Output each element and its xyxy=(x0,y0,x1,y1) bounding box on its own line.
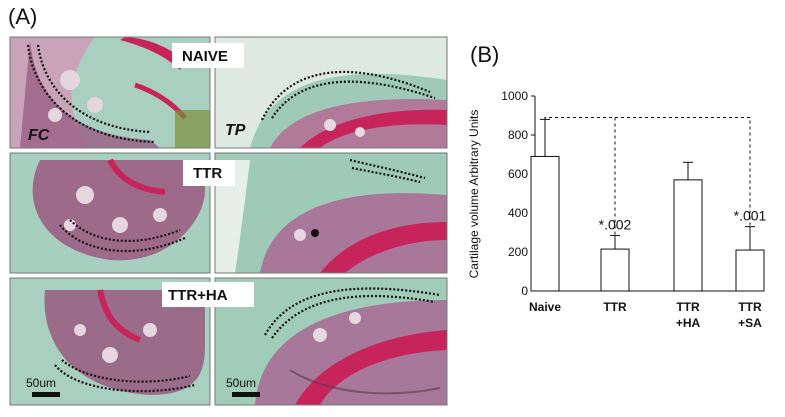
scale-label: 50um xyxy=(26,376,56,390)
tile-border xyxy=(9,152,211,274)
region-label-fc: FC xyxy=(28,127,50,144)
region-label-tp: TP xyxy=(225,122,246,139)
x-category-label: +SA xyxy=(738,316,762,330)
scale-label: 50um xyxy=(226,376,256,390)
row-label-ttr-ha: TTR+HA xyxy=(168,287,228,304)
x-category-label: TTR xyxy=(738,300,762,314)
y-axis-label: Cartilage volume Arbitrary Units xyxy=(467,110,481,279)
scale-bar xyxy=(232,392,260,397)
micrograph-ttr-fc xyxy=(10,153,210,273)
tile-border xyxy=(214,36,448,149)
row-label-ttr: TTR xyxy=(193,165,222,182)
y-tick-label: 1000 xyxy=(501,89,528,103)
row-label-box xyxy=(162,282,254,307)
tile-border xyxy=(214,152,448,274)
x-category-label: TTR xyxy=(603,300,627,314)
p-value-label: *.001 xyxy=(734,208,767,224)
micrograph-naive-fc: FC xyxy=(10,37,210,148)
x-category-label: +HA xyxy=(676,316,701,330)
comparison-bracket xyxy=(544,116,751,250)
y-tick-label: 400 xyxy=(508,206,528,220)
bar xyxy=(673,179,703,292)
y-tick-label: 200 xyxy=(508,245,528,259)
panel-b-letter: (B) xyxy=(470,42,500,67)
y-tick-label: 0 xyxy=(521,284,528,298)
scale-bar xyxy=(32,392,60,397)
bar-chart: Cartilage volume Arbitrary Units 0 200 400… xyxy=(467,89,767,330)
y-tick-label: 600 xyxy=(508,167,528,181)
p-value-label: *.002 xyxy=(599,216,632,232)
histology-panel: FC TP xyxy=(9,36,448,406)
bar xyxy=(735,249,765,292)
row-label-box xyxy=(183,160,235,186)
x-category-label: Naive xyxy=(529,300,561,314)
bar xyxy=(600,248,630,292)
row-label-box xyxy=(172,43,244,68)
y-tick-label: 800 xyxy=(508,128,528,142)
panel-a-letter: (A) xyxy=(8,4,38,29)
tile-border xyxy=(214,277,448,406)
micrograph-ttr-tp xyxy=(215,153,447,273)
micrograph-naive-tp: TP xyxy=(215,37,447,148)
chart-marks: 0 200 400 600 800 1000 Naive *.002 TTR TTR +HA *.00… xyxy=(501,89,766,330)
tile-border xyxy=(9,36,211,149)
tile-border xyxy=(9,277,211,406)
bar xyxy=(530,155,560,292)
x-category-label: TTR xyxy=(676,300,700,314)
row-label-naive: NAIVE xyxy=(182,48,228,65)
